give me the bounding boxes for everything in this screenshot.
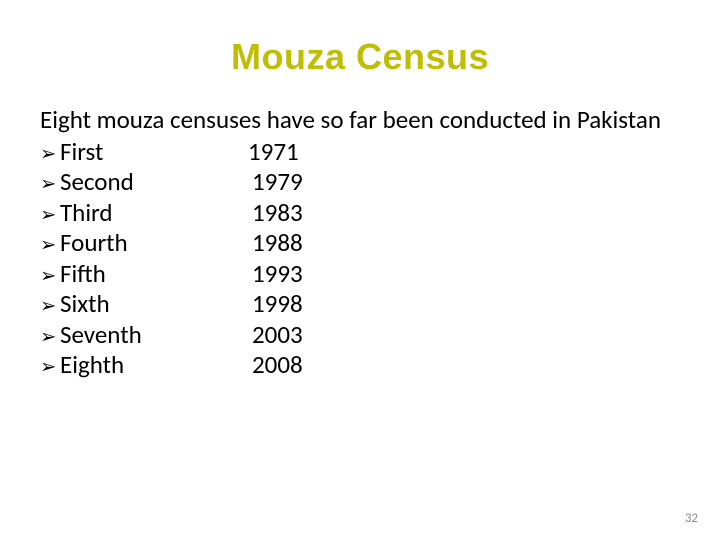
- list-item: ➢ Second1979: [40, 167, 680, 198]
- triangle-bullet-icon: ➢: [40, 326, 60, 350]
- triangle-bullet-icon: ➢: [40, 173, 60, 197]
- slide-title: Mouza Census: [40, 36, 680, 78]
- triangle-bullet-icon: ➢: [40, 265, 60, 289]
- census-ordinal: Sixth: [60, 289, 252, 320]
- list-item: ➢ Sixth1998: [40, 289, 680, 320]
- census-year: 1998: [252, 289, 303, 320]
- list-item: ➢ Fourth1988: [40, 228, 680, 259]
- census-year: 1979: [252, 167, 303, 198]
- census-ordinal: Seventh: [60, 320, 252, 351]
- census-ordinal: Fifth: [60, 259, 252, 290]
- census-ordinal: Third: [60, 198, 252, 229]
- list-item: ➢ Fifth1993: [40, 259, 680, 290]
- census-year: 2003: [252, 320, 303, 351]
- census-ordinal: First: [60, 137, 248, 168]
- triangle-bullet-icon: ➢: [40, 295, 60, 319]
- list-item: ➢ Eighth2008: [40, 350, 680, 381]
- list-item: ➢ Third1983: [40, 198, 680, 229]
- list-item: ➢ Seventh2003: [40, 320, 680, 351]
- census-ordinal: Second: [60, 167, 252, 198]
- census-year: 1971: [248, 137, 299, 168]
- census-list: ➢First1971➢ Second1979➢ Third1983➢ Fourt…: [40, 137, 680, 381]
- intro-paragraph: Eight mouza censuses have so far been co…: [40, 106, 680, 135]
- triangle-bullet-icon: ➢: [40, 356, 60, 380]
- census-ordinal: Eighth: [60, 350, 252, 381]
- slide-container: Mouza Census Eight mouza censuses have s…: [0, 0, 720, 540]
- census-year: 1988: [252, 228, 303, 259]
- census-year: 1983: [252, 198, 303, 229]
- list-item: ➢First1971: [40, 137, 680, 168]
- page-number: 32: [685, 511, 698, 526]
- census-ordinal: Fourth: [60, 228, 252, 259]
- triangle-bullet-icon: ➢: [40, 204, 60, 228]
- census-year: 2008: [252, 350, 303, 381]
- triangle-bullet-icon: ➢: [40, 234, 60, 258]
- triangle-bullet-icon: ➢: [40, 143, 60, 167]
- census-year: 1993: [252, 259, 303, 290]
